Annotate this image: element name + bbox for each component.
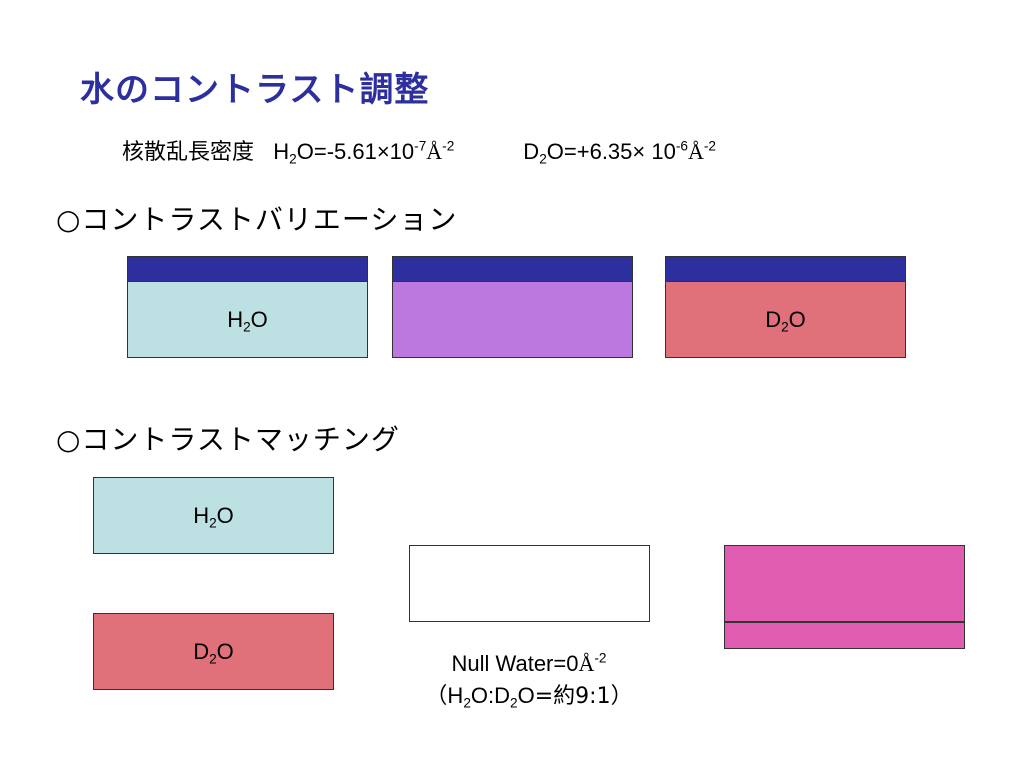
null-water-line: Null Water=0Å-2 bbox=[451, 650, 607, 676]
null-water-ratio: （H2O:D2O=約9:1） bbox=[425, 683, 633, 711]
h2o-label: H2O bbox=[193, 502, 234, 530]
sample-layer bbox=[127, 256, 368, 283]
h2o-variation-box: H2O bbox=[127, 281, 368, 358]
null-water-caption: Null Water=0Å-2 （H2O:D2O=約9:1） bbox=[384, 648, 674, 713]
h2o-sld: H2O=-5.61×10-7Å-2 bbox=[273, 138, 455, 167]
d2o-variation-box: D2O bbox=[665, 281, 906, 358]
mixed-water-box bbox=[392, 281, 633, 358]
null-water-box bbox=[409, 545, 650, 622]
sample-layer bbox=[665, 256, 906, 283]
d2o-matching-box: D2O bbox=[93, 613, 334, 690]
h2o-matching-box: H2O bbox=[93, 477, 334, 554]
matched-sample-box bbox=[724, 545, 965, 649]
d2o-label: D2O bbox=[193, 638, 234, 666]
sample-interface-line bbox=[724, 621, 965, 623]
section-contrast-variation: ○コントラストバリエーション bbox=[56, 203, 458, 236]
d2o-sld: D2O=+6.35× 10-6Å-2 bbox=[523, 138, 716, 167]
sld-label: 核散乱長密度 bbox=[122, 140, 255, 165]
h2o-label: H2O bbox=[227, 306, 268, 334]
section-contrast-matching: ○コントラストマッチング bbox=[56, 423, 400, 456]
d2o-label: D2O bbox=[765, 306, 806, 334]
page-title: 水のコントラスト調整 bbox=[80, 70, 430, 110]
sample-layer bbox=[392, 256, 633, 283]
scattering-length-density-line: 核散乱長密度 H2O=-5.61×10-7Å-2 D2O=+6.35× 10-6… bbox=[122, 134, 716, 166]
